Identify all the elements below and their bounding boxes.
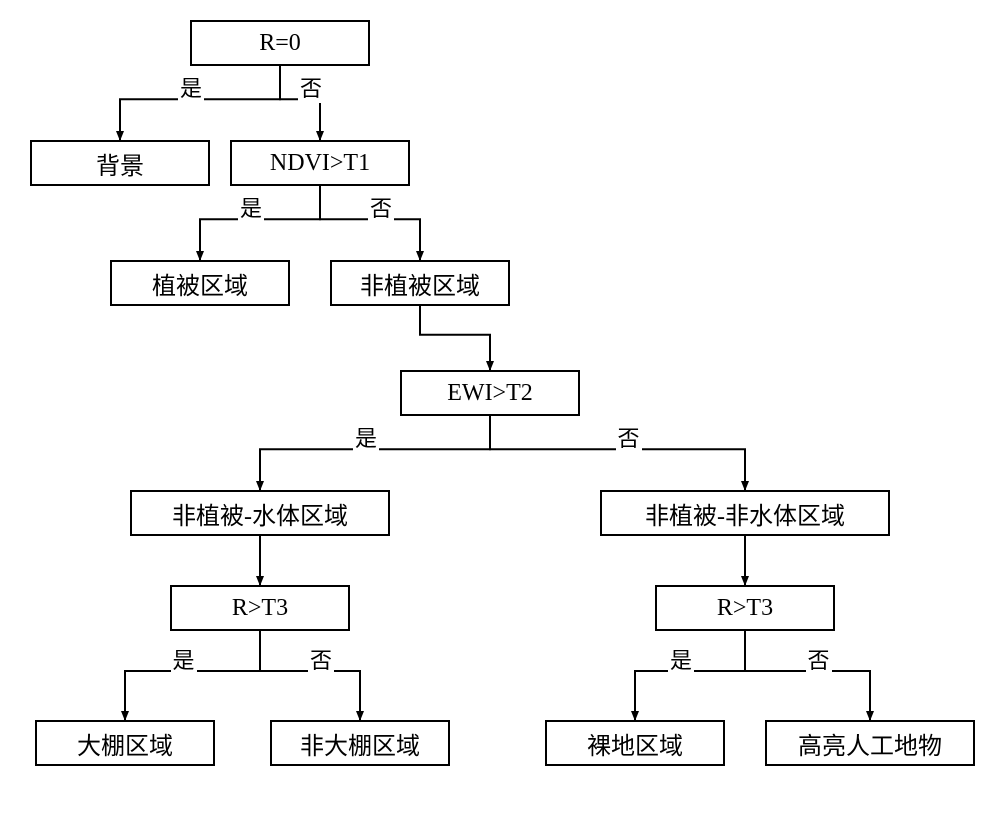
node-label: 背景 bbox=[96, 146, 144, 181]
node-n_r0: R=0 bbox=[190, 20, 370, 66]
node-n_rt3_r: R>T3 bbox=[655, 585, 835, 631]
node-n_nv_nw: 非植被-非水体区域 bbox=[600, 490, 890, 536]
edge-label: 否 bbox=[298, 71, 324, 103]
node-label: 植被区域 bbox=[152, 266, 248, 301]
node-n_ewi: EWI>T2 bbox=[400, 370, 580, 416]
flowchart-canvas: R=0 背景 NDVI>T1 植被区域 非植被区域 EWI>T2 非植被-水体区域 非植被-非… bbox=[0, 0, 1000, 831]
node-label: R>T3 bbox=[717, 595, 773, 622]
node-n_hi: 高亮人工地物 bbox=[765, 720, 975, 766]
edge-label: 是 bbox=[668, 643, 694, 675]
edge-label: 是 bbox=[178, 71, 204, 103]
edge-label: 否 bbox=[616, 421, 642, 453]
node-label: 非植被区域 bbox=[360, 266, 480, 301]
node-label: EWI>T2 bbox=[447, 380, 533, 407]
node-label: 非植被-水体区域 bbox=[172, 496, 348, 531]
node-label: R=0 bbox=[259, 30, 301, 57]
node-n_nonveg: 非植被区域 bbox=[330, 260, 510, 306]
node-label: NDVI>T1 bbox=[270, 150, 370, 177]
edge-label: 否 bbox=[806, 643, 832, 675]
node-n_veg: 植被区域 bbox=[110, 260, 290, 306]
edge-label: 是 bbox=[171, 643, 197, 675]
node-n_rt3_l: R>T3 bbox=[170, 585, 350, 631]
edge-label: 否 bbox=[368, 191, 394, 223]
node-n_ndvi: NDVI>T1 bbox=[230, 140, 410, 186]
edge-label: 是 bbox=[238, 191, 264, 223]
node-label: 裸地区域 bbox=[587, 726, 683, 761]
edge bbox=[420, 306, 490, 370]
node-label: 高亮人工地物 bbox=[798, 726, 942, 761]
node-n_bare: 裸地区域 bbox=[545, 720, 725, 766]
edge-label: 否 bbox=[308, 643, 334, 675]
edge-label: 是 bbox=[353, 421, 379, 453]
node-n_nv_water: 非植被-水体区域 bbox=[130, 490, 390, 536]
node-n_bg: 背景 bbox=[30, 140, 210, 186]
node-label: 非植被-非水体区域 bbox=[645, 496, 845, 531]
node-label: 非大棚区域 bbox=[300, 726, 420, 761]
node-n_gh: 大棚区域 bbox=[35, 720, 215, 766]
node-label: R>T3 bbox=[232, 595, 288, 622]
node-n_ngh: 非大棚区域 bbox=[270, 720, 450, 766]
node-label: 大棚区域 bbox=[77, 726, 173, 761]
